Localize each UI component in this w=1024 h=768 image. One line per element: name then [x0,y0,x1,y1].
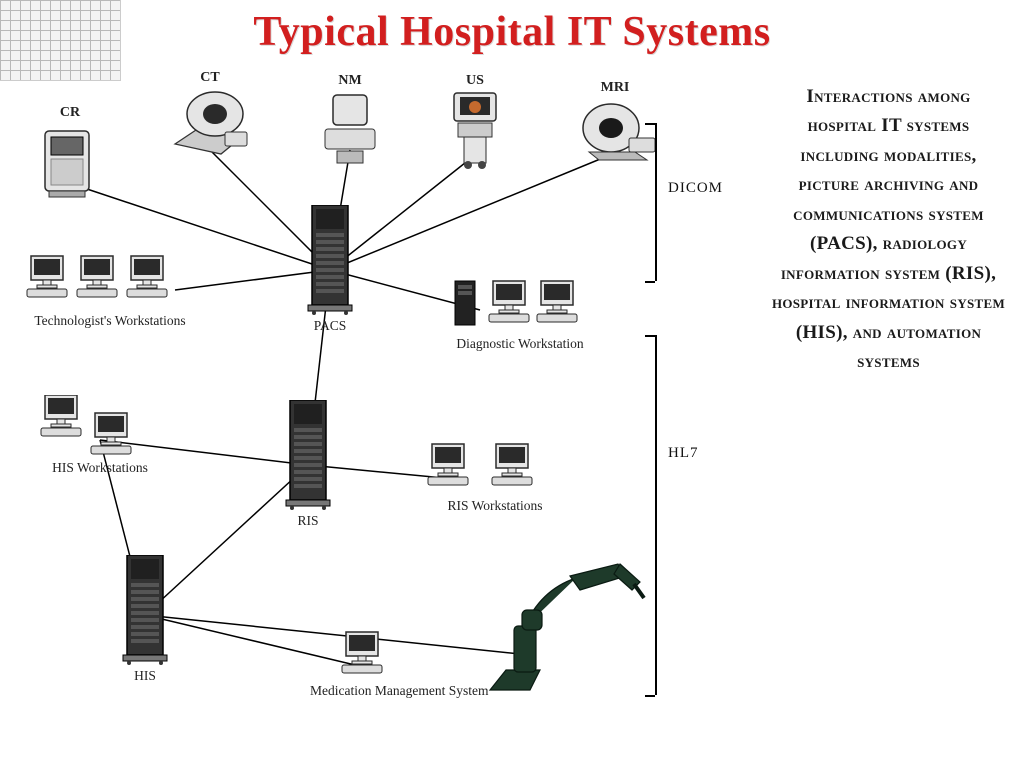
node-risws: RIS Workstations [415,440,575,514]
node-us: US [440,73,510,173]
node-label-techws: Technologist's Workstations [20,313,200,329]
dicom-bracket [655,123,657,281]
node-label-ct: CT [165,70,255,86]
node-nm: NM [315,73,385,169]
hl7-bracket [655,335,657,695]
node-cr: CR [35,105,105,203]
node-label-diagws: Diagnostic Workstation [445,336,595,352]
node-label-his: HIS [110,668,180,684]
slide: Typical Hospital IT Systems Interactions… [0,0,1024,768]
node-label-hisws: HIS Workstations [25,460,175,476]
node-techws: Technologist's Workstations [20,250,200,329]
node-robot [480,550,650,700]
node-label-ris: RIS [273,513,343,529]
description-text: Interactions among hospital IT systems i… [771,82,1006,376]
node-medws: Medication Management System [310,630,420,699]
dicom-label: DICOM [668,180,723,197]
node-mri: MRI [575,80,655,168]
node-diagws: Diagnostic Workstation [445,275,595,352]
node-ct: CT [165,70,255,166]
node-ris: RIS [273,400,343,529]
hl7-label: HL7 [668,445,699,462]
node-label-us: US [440,73,510,89]
node-hisws: HIS Workstations [25,395,175,476]
node-pacs: PACS [295,205,365,334]
node-label-risws: RIS Workstations [415,498,575,514]
node-label-cr: CR [35,105,105,121]
node-label-nm: NM [315,73,385,89]
node-label-medws: Medication Management System [310,683,420,699]
node-his: HIS [110,555,180,684]
node-label-pacs: PACS [295,318,365,334]
hospital-it-diagram: CR CT NM US MRI [0,55,770,765]
slide-title: Typical Hospital IT Systems [0,8,1024,56]
node-label-mri: MRI [575,80,655,96]
